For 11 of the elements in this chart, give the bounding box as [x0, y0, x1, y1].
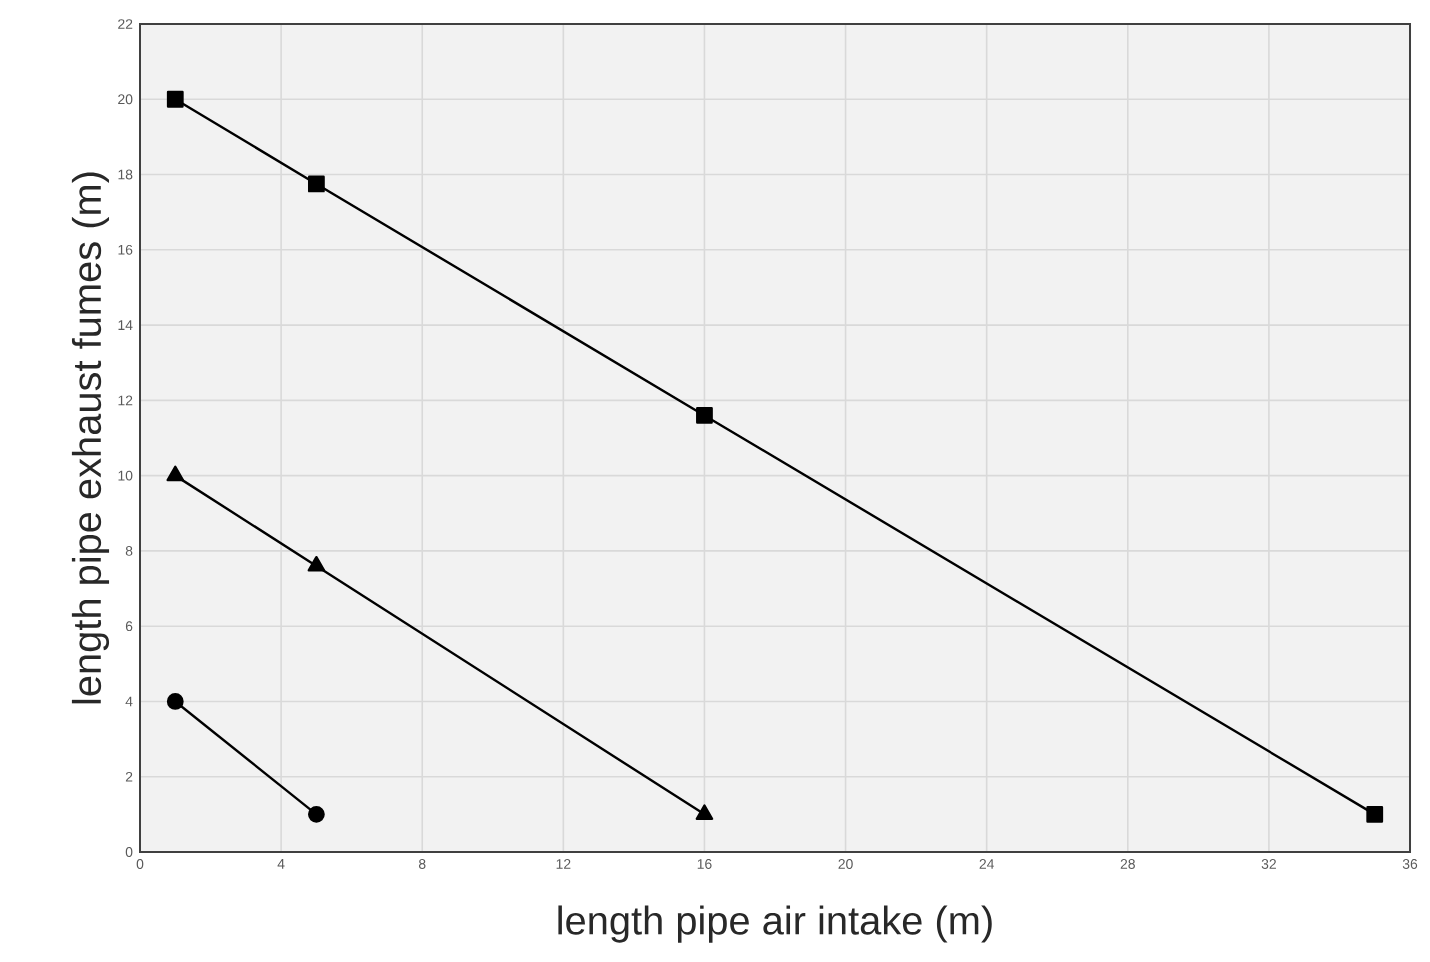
x-axis-title: length pipe air intake (m) — [558, 905, 992, 943]
point — [166, 465, 185, 482]
point — [307, 555, 326, 572]
point — [166, 90, 184, 108]
point — [308, 805, 325, 823]
point — [696, 407, 713, 424]
point — [695, 804, 714, 820]
point — [308, 175, 325, 193]
y-axis-title: length pipe exhaust fumes (m) — [71, 172, 110, 704]
point — [1366, 805, 1384, 823]
point — [166, 693, 184, 710]
